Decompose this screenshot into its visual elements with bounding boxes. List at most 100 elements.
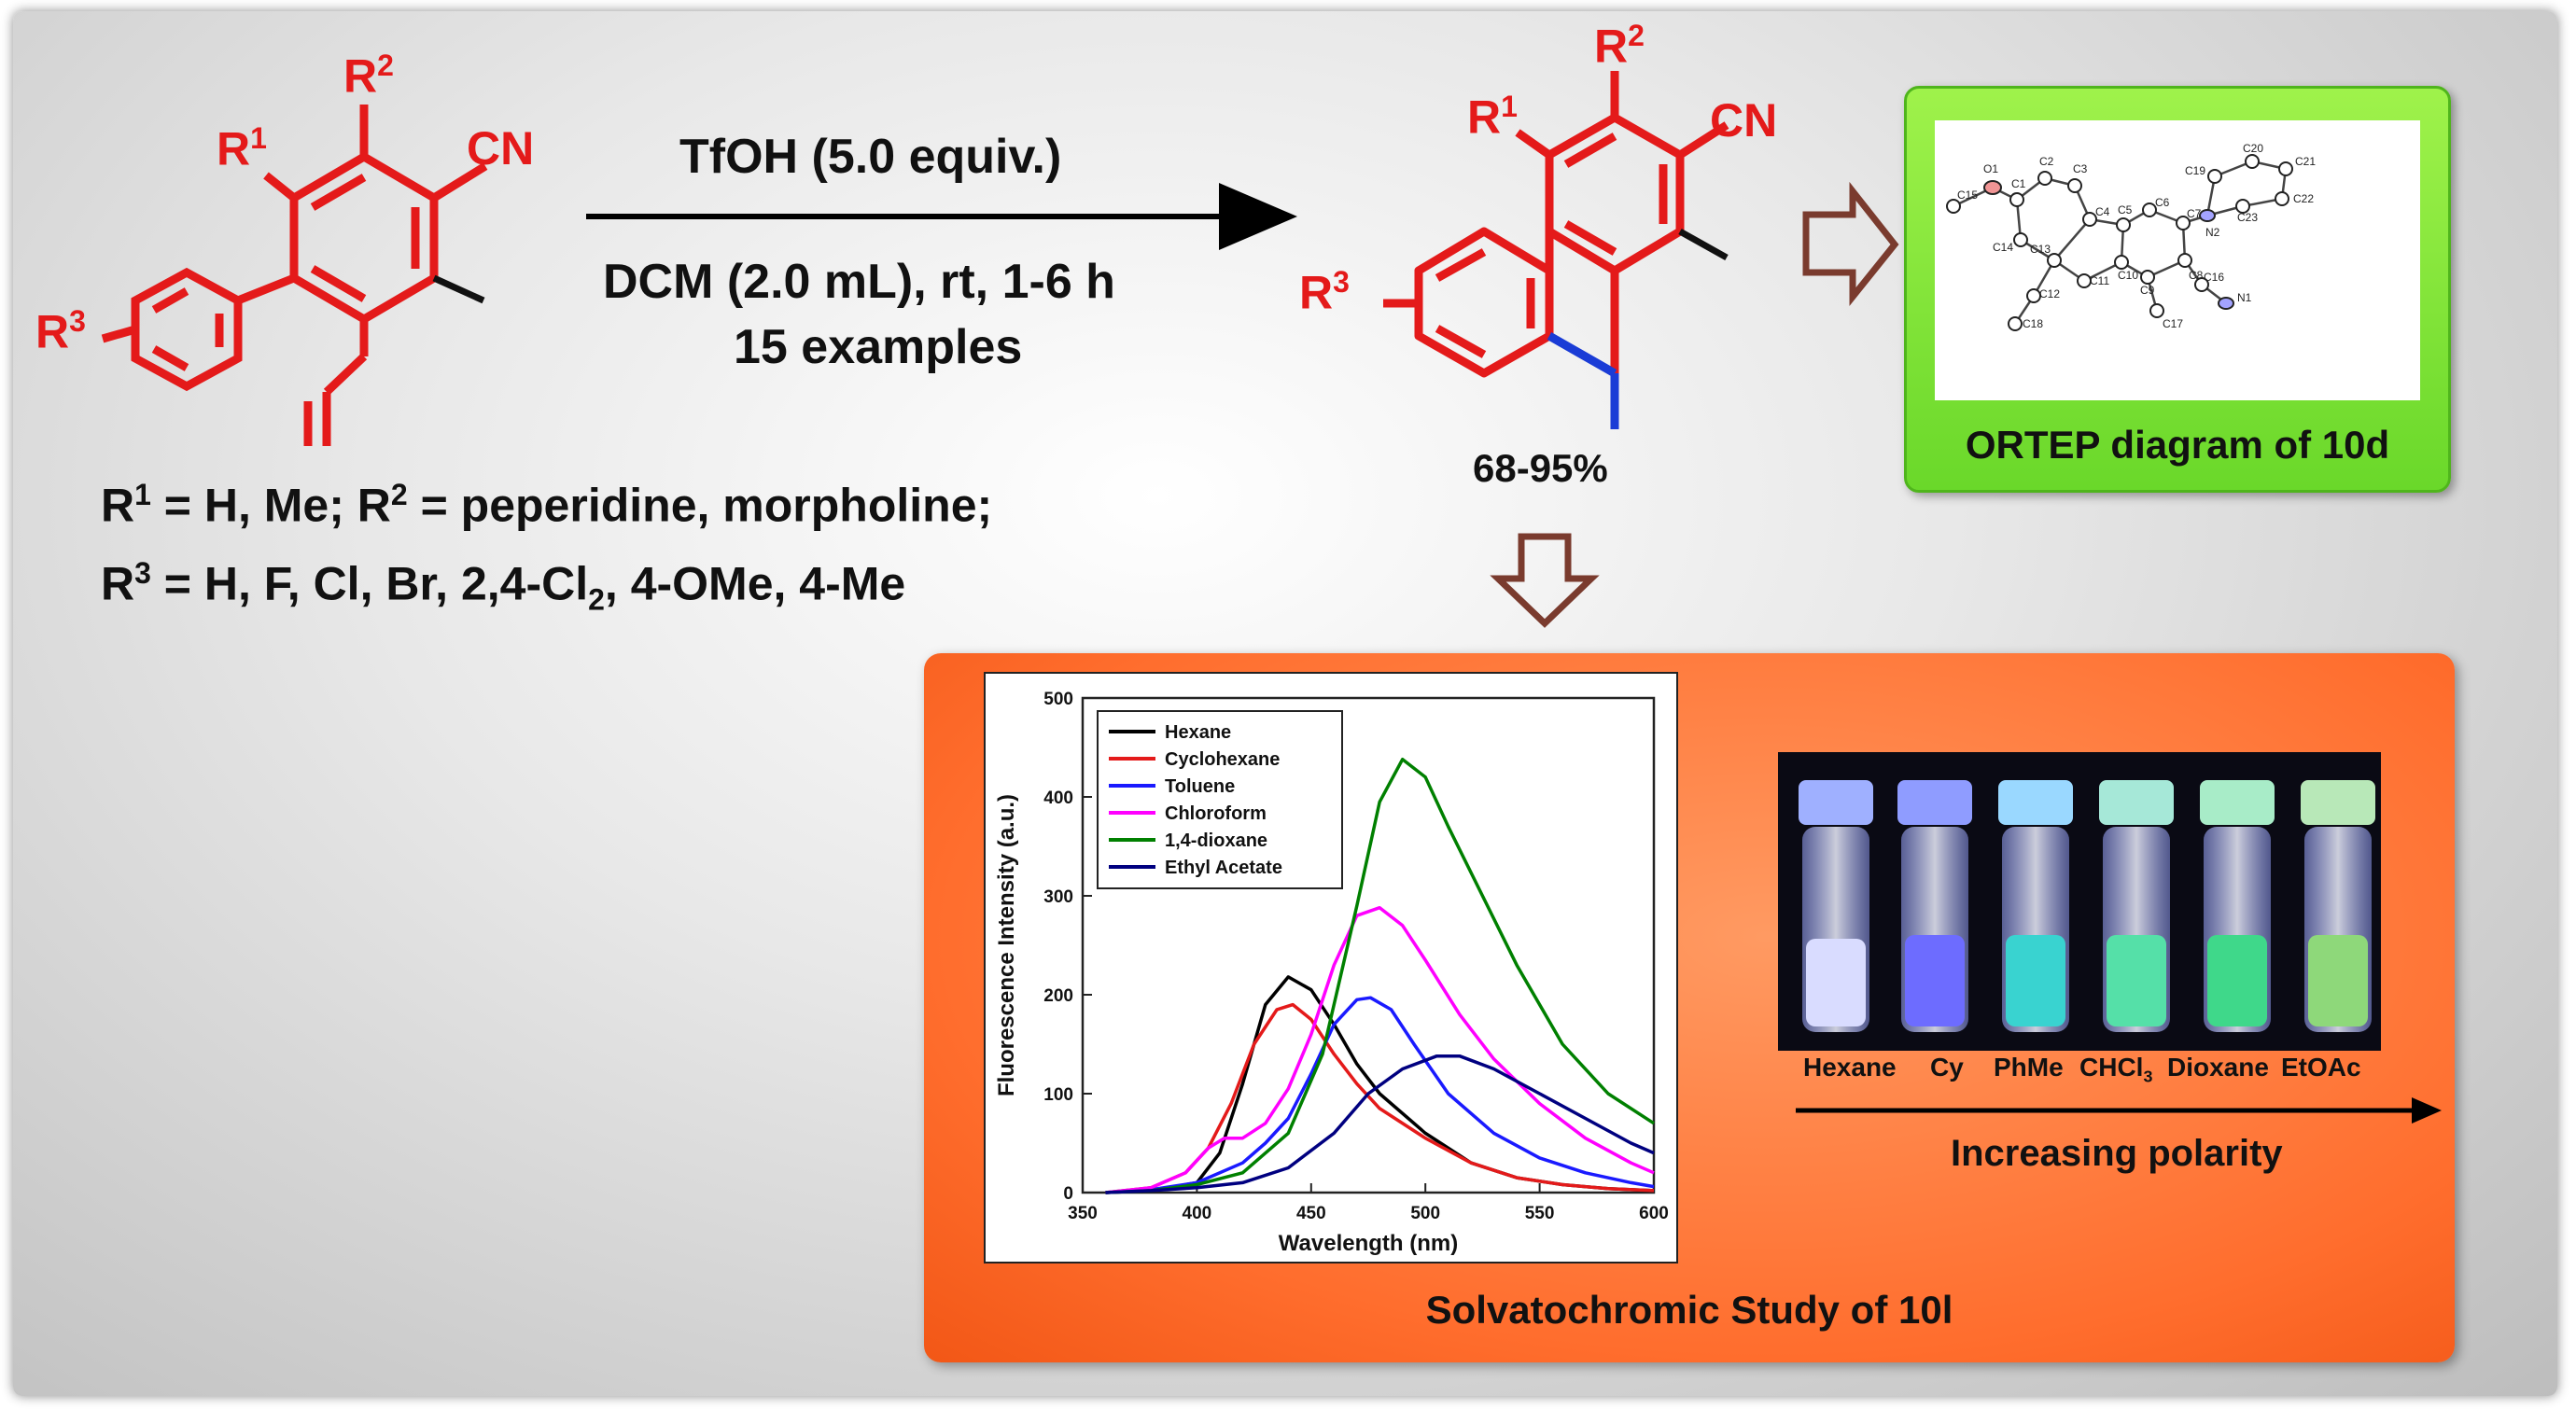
ortep-atom-label: C20	[2243, 142, 2263, 155]
arrow-to-study	[1490, 533, 1600, 628]
fluorescence-chart: 350 400 450 500 550 600 0 100 200 300 400 500 Wavele…	[994, 690, 1669, 1256]
legend-label: 1,4-dioxane	[1165, 831, 1267, 851]
series-line-toluene	[1105, 996, 1655, 1194]
y-tick-label: 400	[1043, 789, 1073, 808]
reaction-scheme	[101, 71, 1899, 628]
vials-drawing	[1799, 780, 2375, 1032]
substituent-line-2: R3 = H, F, Cl, Br, 2,4-Cl2, 4-OMe, 4-Me	[101, 556, 906, 617]
ortep-atom-label: C5	[2118, 203, 2133, 216]
legend-box	[1097, 710, 1343, 889]
ortep-atom-label: C10	[2118, 269, 2138, 282]
ortep-atom-label: C16	[2204, 271, 2224, 284]
ortep-atom-label: C14	[1993, 241, 2013, 254]
ortep-atom-label: C7	[2187, 207, 2202, 220]
ortep-atom-label: C18	[2023, 317, 2043, 330]
aryl-ring	[101, 267, 296, 392]
ortep-atom-label: C9	[2140, 284, 2155, 297]
legend-label: Ethyl Acetate	[1165, 858, 1282, 878]
y-tick-label: 0	[1063, 1184, 1073, 1204]
ortep-atom-label: N2	[2205, 226, 2220, 239]
ortep-atom-label: C13	[2030, 243, 2051, 256]
ortep-atom-label: N1	[2237, 291, 2252, 304]
vial-etoac	[2301, 780, 2375, 1032]
ortep-atom-label: C15	[1957, 188, 1978, 202]
substituent-line-1: R1 = H, Me; R2 = peperidine, morpholine;	[101, 478, 993, 532]
series-line-cyclohexane	[1105, 1002, 1655, 1194]
y-axis-label: Fluorescence Intensity (a.u.)	[994, 794, 1019, 1096]
y-tick-label: 200	[1043, 986, 1073, 1006]
ortep-atom-label: C6	[2155, 196, 2170, 209]
ortep-atom-label: C1	[2011, 177, 2026, 190]
legend-label: Chloroform	[1165, 803, 1267, 824]
allyl-group	[303, 319, 369, 446]
vial-label-hexane: Hexane	[1803, 1053, 1897, 1082]
cn-label: CN	[467, 122, 535, 175]
ortep-atom-label: C21	[2295, 155, 2316, 168]
legend-label: Cyclohexane	[1165, 749, 1280, 770]
ortep-panel: O1 C1 C2 C3 C15 C14 C4 C5 C6 C7 C19 C20 C21 N2 …	[1904, 86, 2451, 493]
ortep-atom-label: C17	[2163, 317, 2183, 330]
x-tick-label: 450	[1296, 1204, 1326, 1223]
series-line-chloroform	[1105, 905, 1655, 1194]
ortep-atom-label: C4	[2095, 205, 2110, 218]
vial-chcl3	[2099, 780, 2174, 1032]
vial-label-dioxane: Dioxane	[2167, 1053, 2269, 1082]
x-tick-label: 350	[1068, 1204, 1098, 1223]
vial-label-cy: Cy	[1930, 1053, 1964, 1082]
ortep-atom-label: C22	[2293, 192, 2314, 205]
solvatochromic-panel: 350 400 450 500 550 600 0 100 200 300 400 500 Wavele…	[924, 653, 2455, 1362]
vial-hexane	[1799, 780, 1873, 1032]
vial-label-etoac: EtOAc	[2281, 1053, 2361, 1082]
product-cn-label: CN	[1710, 94, 1778, 147]
ortep-atom-label: C3	[2073, 162, 2088, 175]
product-structure	[1383, 71, 1729, 378]
r1-label: R1	[217, 121, 267, 175]
polarity-arrow	[1796, 1097, 2442, 1124]
product-r1-label: R1	[1467, 90, 1518, 144]
reagent-text: TfOH (5.0 equiv.)	[679, 130, 1062, 184]
vials-photo	[1778, 752, 2381, 1051]
y-tick-label: 500	[1043, 690, 1073, 709]
ortep-atom-label: C19	[2185, 164, 2205, 177]
vial-label-chcl3: CHCl3	[2079, 1053, 2153, 1086]
vial-label-phme: PhMe	[1994, 1053, 2064, 1082]
ortep-atom-label: C12	[2039, 287, 2060, 300]
x-tick-label: 400	[1183, 1204, 1212, 1223]
examples-text: 15 examples	[734, 320, 1023, 374]
ortep-caption: ORTEP diagram of 10d	[1965, 423, 2390, 467]
series-line-1-4-dioxane	[1105, 757, 1655, 1194]
ortep-atom-label: C23	[2237, 211, 2258, 224]
vial-cy	[1897, 780, 1972, 1032]
yield-text: 68-95%	[1473, 446, 1608, 490]
vial-dioxane	[2200, 780, 2275, 1032]
methyl-bond	[432, 274, 485, 304]
ortep-atom-label: C8	[2189, 269, 2204, 282]
r3-label: R3	[35, 304, 86, 358]
x-tick-label: 600	[1639, 1204, 1669, 1223]
legend-label: Hexane	[1165, 722, 1231, 743]
product-r3-label: R3	[1299, 265, 1350, 319]
vial-phme	[1998, 780, 2073, 1032]
ortep-image: O1 C1 C2 C3 C15 C14 C4 C5 C6 C7 C19 C20 C21 N2 …	[1935, 120, 2420, 400]
conditions-text: DCM (2.0 mL), rt, 1-6 h	[603, 255, 1115, 309]
plot-frame	[1081, 696, 1656, 1194]
ortep-atom-label: C2	[2039, 155, 2054, 168]
arrow-to-ortep	[1802, 181, 1899, 306]
product-r2-label: R2	[1594, 19, 1645, 73]
legend-label: Toluene	[1165, 776, 1235, 797]
x-tick-label: 550	[1525, 1204, 1555, 1223]
y-tick-label: 100	[1043, 1085, 1073, 1105]
y-tick-label: 300	[1043, 887, 1073, 907]
polarity-caption: Increasing polarity	[1951, 1133, 2283, 1174]
ortep-atom-label: C11	[2090, 274, 2109, 287]
product-methyl	[1678, 228, 1729, 261]
series-line-ethyl-acetate	[1105, 1054, 1655, 1194]
r2-label: R2	[343, 49, 394, 103]
ortep-atom-label: O1	[1983, 162, 1998, 175]
study-caption: Solvatochromic Study of 10l	[1425, 1288, 1953, 1332]
x-axis-label: Wavelength (nm)	[1279, 1231, 1458, 1256]
fluorescence-chart-panel: 350 400 450 500 550 600 0 100 200 300 400 500 Wavele…	[984, 672, 1678, 1263]
x-tick-label: 500	[1410, 1204, 1440, 1223]
